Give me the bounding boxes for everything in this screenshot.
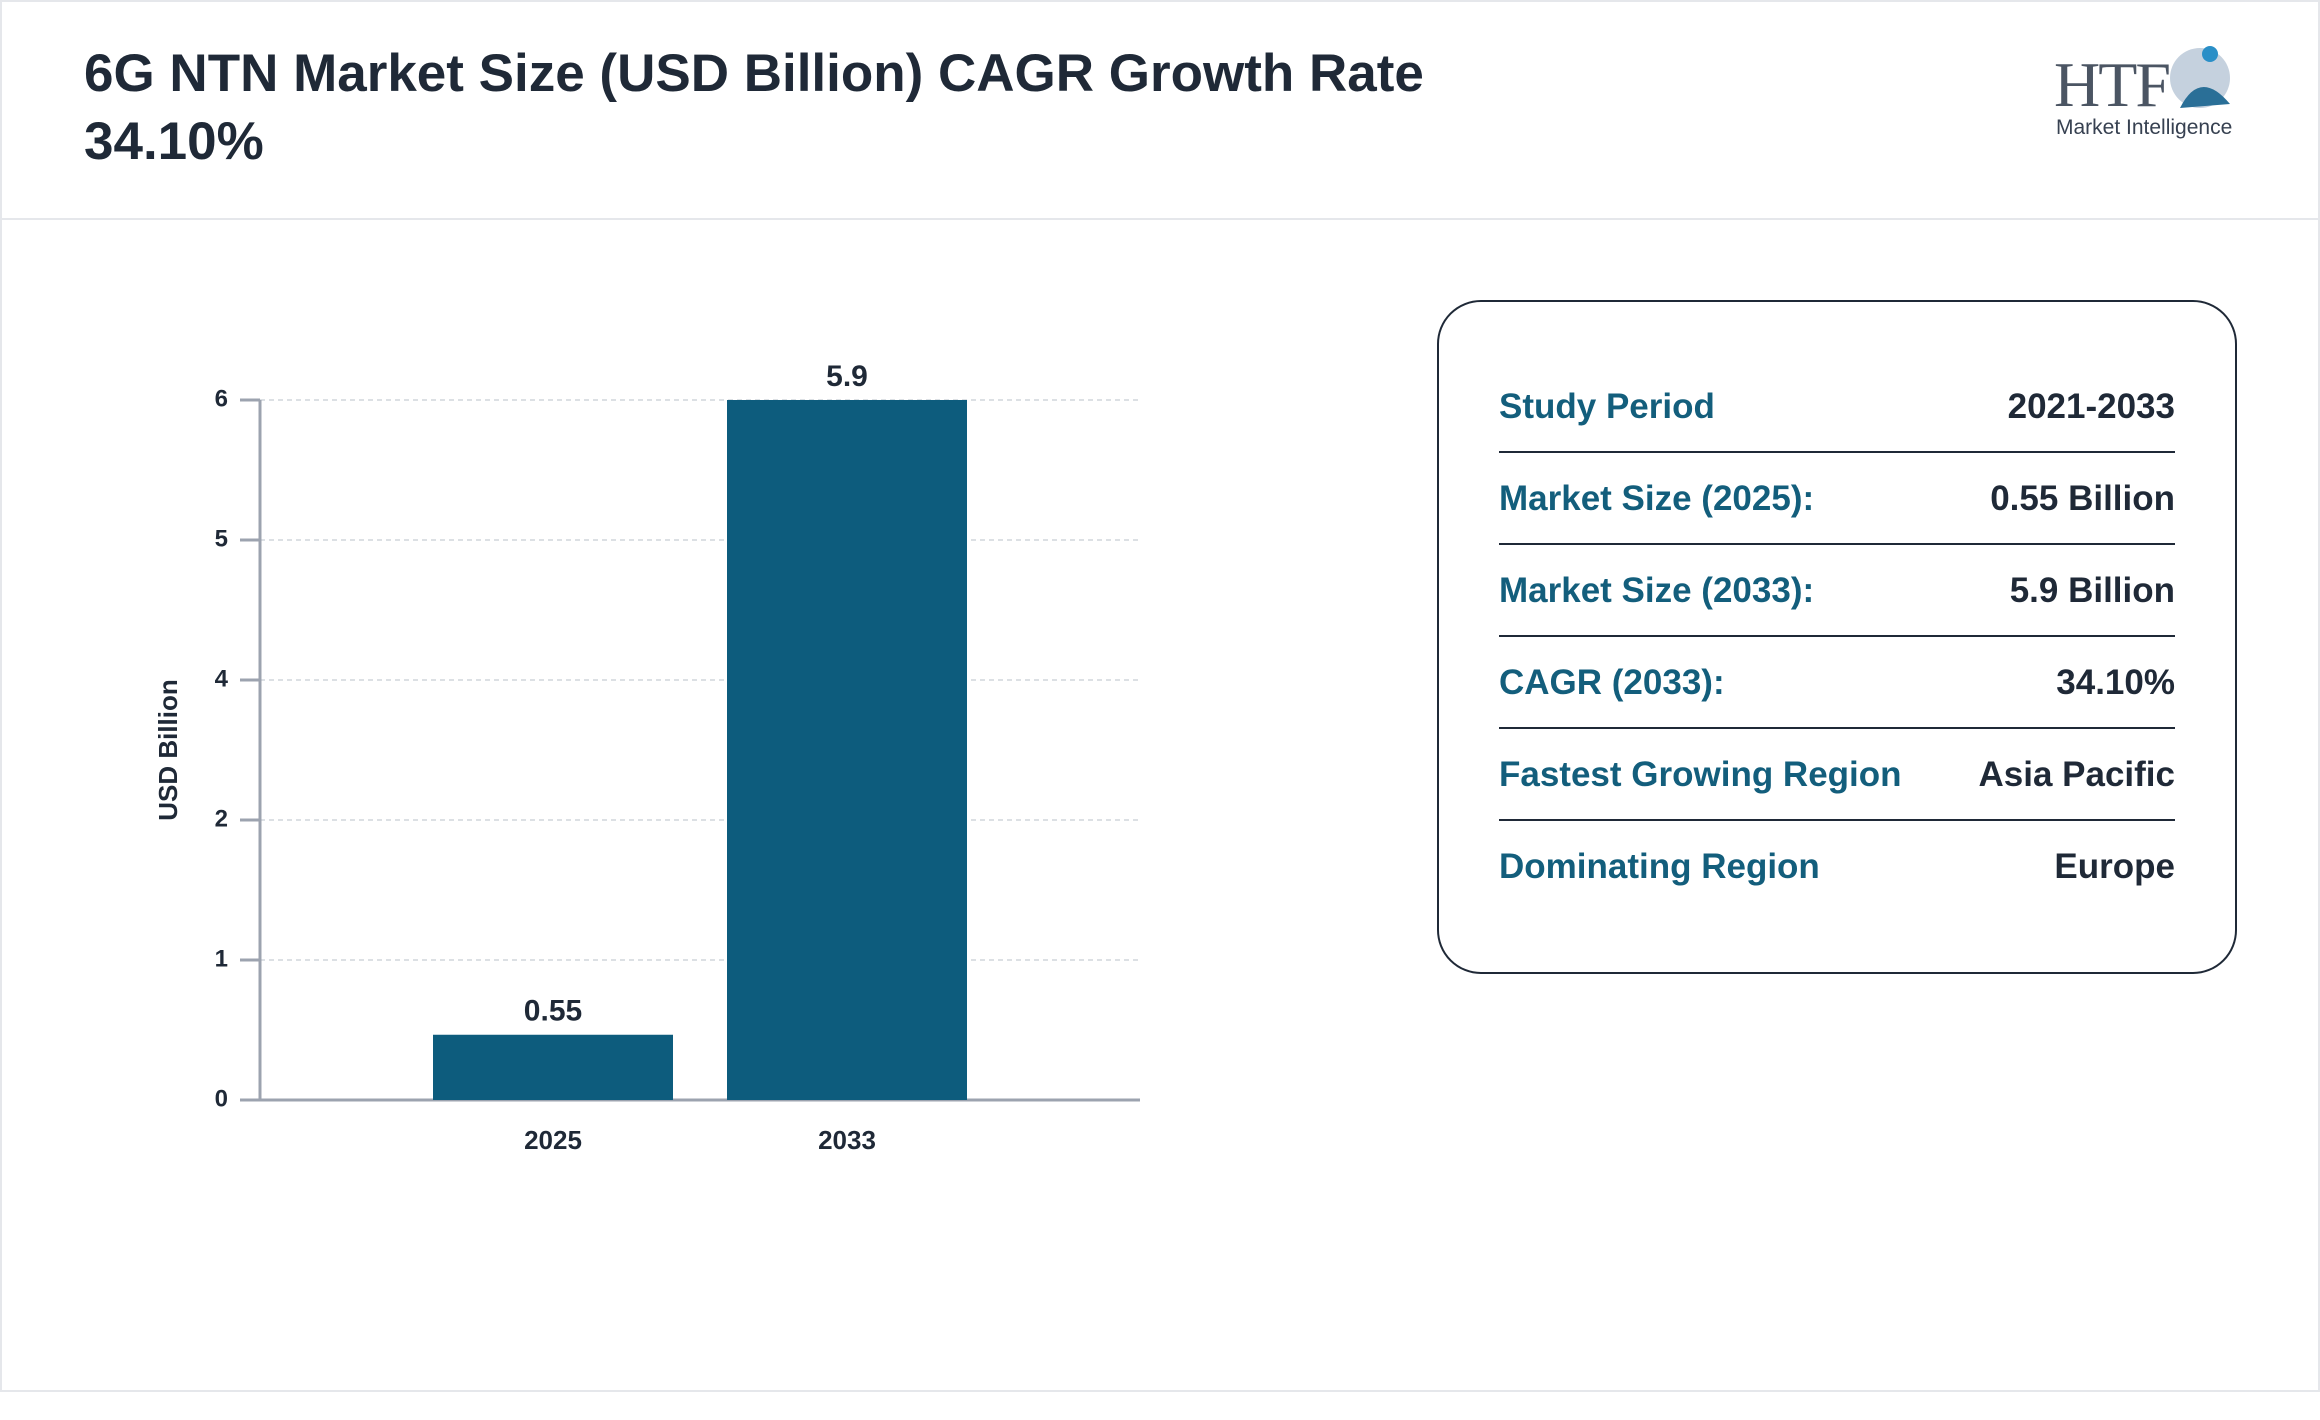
y-tick-label: 4 <box>215 665 229 692</box>
chart: 0 1 2 4 5 6 USD Billion 2025 0.55 2033 5.9 <box>153 360 1140 1155</box>
summary-row: Market Size (2025): 0.55 Billion <box>1499 451 2175 545</box>
summary-value: Europe <box>2054 847 2175 886</box>
y-tick-label: 1 <box>215 945 228 972</box>
summary-row: CAGR (2033): 34.10% <box>1499 635 2175 729</box>
header-divider <box>0 218 2320 220</box>
bar <box>433 1034 673 1100</box>
y-tick-label: 5 <box>215 525 228 552</box>
value-label: 0.55 <box>524 995 582 1028</box>
y-tick-label: 2 <box>215 805 228 832</box>
y-axis-label: USD Billion <box>153 679 183 821</box>
x-tick-label: 2033 <box>818 1125 876 1155</box>
summary-card: Study Period 2021-2033 Market Size (2025):… <box>1437 300 2237 974</box>
logo: HTF Market Intelligence <box>2050 38 2250 148</box>
value-label: 5.9 <box>826 360 868 393</box>
logo-text: Market Intelligence <box>2056 116 2233 139</box>
summary-label: Dominating Region <box>1499 847 1820 886</box>
summary-label: Study Period <box>1499 387 1715 426</box>
logo-emblem <box>2170 46 2230 108</box>
summary-label: CAGR (2033): <box>1499 663 1725 702</box>
summary-row: Fastest Growing Region Asia Pacific <box>1499 727 2175 821</box>
y-tick-label: 6 <box>215 385 228 412</box>
summary-label: Fastest Growing Region <box>1499 755 1902 794</box>
summary-row: Market Size (2033): 5.9 Billion <box>1499 543 2175 637</box>
bar <box>727 400 967 1100</box>
summary-row: Dominating Region Europe <box>1499 819 2175 911</box>
summary-value: 34.10% <box>2056 663 2175 702</box>
summary-value: 0.55 Billion <box>1990 479 2175 518</box>
summary-value: 5.9 Billion <box>2009 571 2175 610</box>
summary-label: Market Size (2025): <box>1499 479 1815 518</box>
x-tick-label: 2025 <box>524 1125 582 1155</box>
y-tick-label: 0 <box>215 1085 228 1112</box>
page-title: 6G NTN Market Size (USD Billion) CAGR Gr… <box>84 44 1424 171</box>
summary-row: Study Period 2021-2033 <box>1499 359 2175 453</box>
summary-label: Market Size (2033): <box>1499 571 1815 610</box>
summary-value: Asia Pacific <box>1978 755 2176 794</box>
logo-mark: HTF <box>2054 49 2171 120</box>
summary-value: 2021-2033 <box>2007 387 2175 426</box>
